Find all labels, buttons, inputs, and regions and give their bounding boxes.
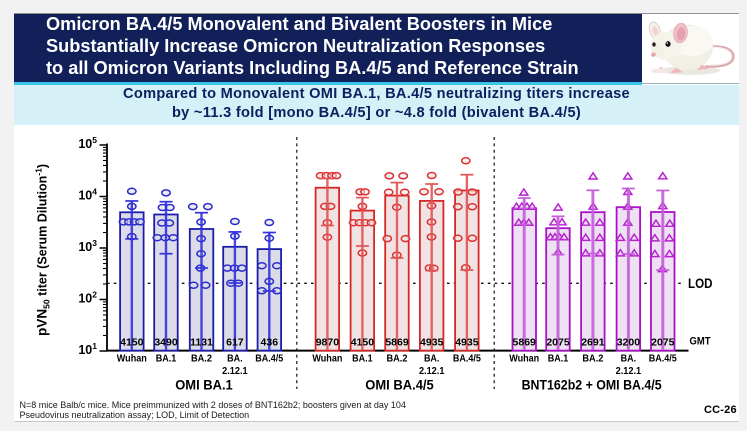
svg-text:2691: 2691 bbox=[581, 337, 605, 349]
svg-text:102: 102 bbox=[78, 290, 97, 306]
svg-text:BA.: BA. bbox=[424, 354, 440, 365]
svg-text:Wuhan: Wuhan bbox=[117, 354, 147, 365]
svg-text:4935: 4935 bbox=[420, 337, 444, 349]
svg-text:pVN50 titer (Serum Dilution-1): pVN50 titer (Serum Dilution-1) bbox=[34, 164, 52, 336]
svg-text:5869: 5869 bbox=[513, 337, 537, 349]
svg-text:1131: 1131 bbox=[190, 337, 213, 349]
svg-text:3200: 3200 bbox=[617, 337, 641, 349]
svg-text:BA.1: BA.1 bbox=[156, 354, 177, 365]
svg-text:9870: 9870 bbox=[316, 337, 340, 349]
svg-text:BA.2: BA.2 bbox=[191, 354, 212, 365]
svg-text:101: 101 bbox=[78, 341, 97, 357]
svg-text:2075: 2075 bbox=[546, 337, 570, 349]
svg-text:Wuhan: Wuhan bbox=[509, 354, 539, 365]
svg-text:4935: 4935 bbox=[455, 337, 479, 349]
svg-text:2.12.1: 2.12.1 bbox=[222, 366, 248, 377]
svg-text:104: 104 bbox=[78, 187, 97, 203]
svg-text:2.12.1: 2.12.1 bbox=[616, 366, 642, 377]
svg-text:4150: 4150 bbox=[120, 337, 144, 349]
svg-text:BA.: BA. bbox=[227, 354, 243, 365]
svg-text:436: 436 bbox=[261, 337, 279, 349]
svg-text:LOD: LOD bbox=[688, 276, 713, 291]
svg-text:Wuhan: Wuhan bbox=[312, 354, 342, 365]
svg-text:5869: 5869 bbox=[385, 337, 409, 349]
svg-text:3490: 3490 bbox=[154, 337, 178, 349]
svg-text:OMI BA.4/5: OMI BA.4/5 bbox=[365, 377, 434, 393]
svg-text:BA.2: BA.2 bbox=[387, 354, 408, 365]
svg-text:BA.4/5: BA.4/5 bbox=[453, 354, 481, 365]
svg-text:GMT: GMT bbox=[690, 336, 711, 348]
svg-text:BA.: BA. bbox=[621, 354, 637, 365]
svg-text:2075: 2075 bbox=[651, 337, 675, 349]
svg-text:BNT162b2 + OMI BA.4/5: BNT162b2 + OMI BA.4/5 bbox=[522, 377, 662, 393]
svg-text:BA.4/5: BA.4/5 bbox=[649, 354, 677, 365]
svg-text:105: 105 bbox=[78, 135, 97, 151]
svg-text:103: 103 bbox=[78, 238, 97, 254]
svg-text:OMI BA.1: OMI BA.1 bbox=[175, 377, 233, 393]
svg-text:BA.2: BA.2 bbox=[582, 354, 603, 365]
svg-text:BA.1: BA.1 bbox=[548, 354, 569, 365]
svg-text:BA.4/5: BA.4/5 bbox=[255, 354, 283, 365]
svg-text:2.12.1: 2.12.1 bbox=[419, 366, 445, 377]
svg-text:4150: 4150 bbox=[351, 337, 375, 349]
svg-text:BA.1: BA.1 bbox=[352, 354, 373, 365]
svg-text:617: 617 bbox=[226, 337, 244, 349]
